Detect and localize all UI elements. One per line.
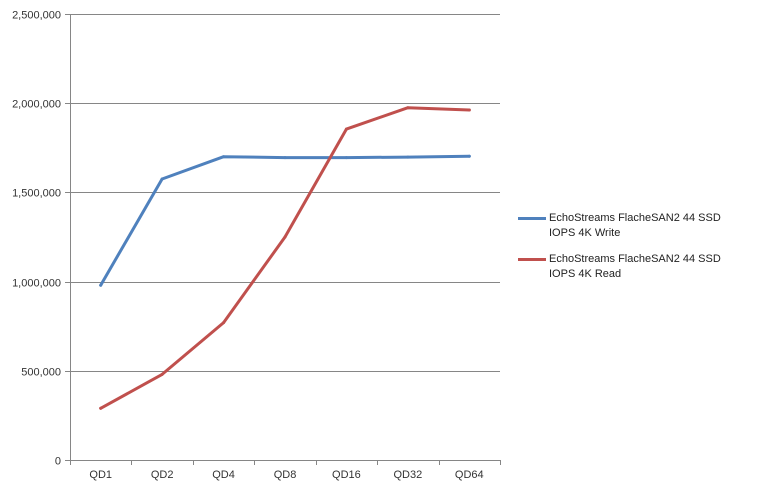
data-point (406, 155, 410, 159)
axes (65, 14, 501, 465)
data-point (160, 177, 164, 181)
legend-swatch-read (518, 258, 546, 261)
legend-label-read: EchoStreams FlacheSAN2 44 SSD IOPS 4K Re… (549, 253, 721, 280)
x-tick-label: QD2 (151, 469, 174, 481)
y-tick-label: 2,000,000 (12, 99, 61, 111)
data-point (222, 321, 226, 325)
data-point (160, 372, 164, 376)
data-point (467, 154, 471, 158)
x-tick-label: QD8 (274, 469, 297, 481)
legend-label-write: EchoStreams FlacheSAN2 44 SSD IOPS 4K Wr… (549, 212, 721, 239)
legend-item-write: EchoStreams FlacheSAN2 44 SSD IOPS 4K Wr… (518, 211, 763, 241)
y-tick-label: 1,000,000 (12, 278, 61, 290)
series-lines (99, 106, 471, 410)
data-point (99, 283, 103, 287)
data-point (222, 155, 226, 159)
x-tick-label: QD32 (393, 469, 422, 481)
data-point (467, 108, 471, 112)
series-line-1 (99, 106, 471, 410)
legend-swatch-write (518, 217, 546, 220)
y-tick-label: 1,500,000 (12, 188, 61, 200)
series-line-0 (99, 154, 471, 287)
x-tick-labels: QD1 QD2 QD4 QD8 QD16 QD32 QD64 (89, 469, 483, 481)
x-tick-label: QD16 (332, 469, 361, 481)
y-tick-labels: 0 500,000 1,000,000 1,500,000 2,000,000 2,500… (12, 10, 61, 468)
legend-item-read: EchoStreams FlacheSAN2 44 SSD IOPS 4K Re… (518, 252, 763, 282)
data-point (99, 406, 103, 410)
x-tick-label: QD1 (89, 469, 112, 481)
y-tick-label: 2,500,000 (12, 10, 61, 22)
data-point (344, 127, 348, 131)
data-point (406, 106, 410, 110)
data-point (283, 235, 287, 239)
y-tick-label: 0 (55, 456, 61, 468)
gridlines (70, 14, 500, 372)
data-point (283, 156, 287, 160)
legend: EchoStreams FlacheSAN2 44 SSD IOPS 4K Wr… (518, 211, 763, 293)
y-tick-label: 500,000 (21, 367, 61, 379)
x-tick-label: QD64 (455, 469, 484, 481)
x-tick-label: QD4 (212, 469, 235, 481)
data-point (344, 156, 348, 160)
